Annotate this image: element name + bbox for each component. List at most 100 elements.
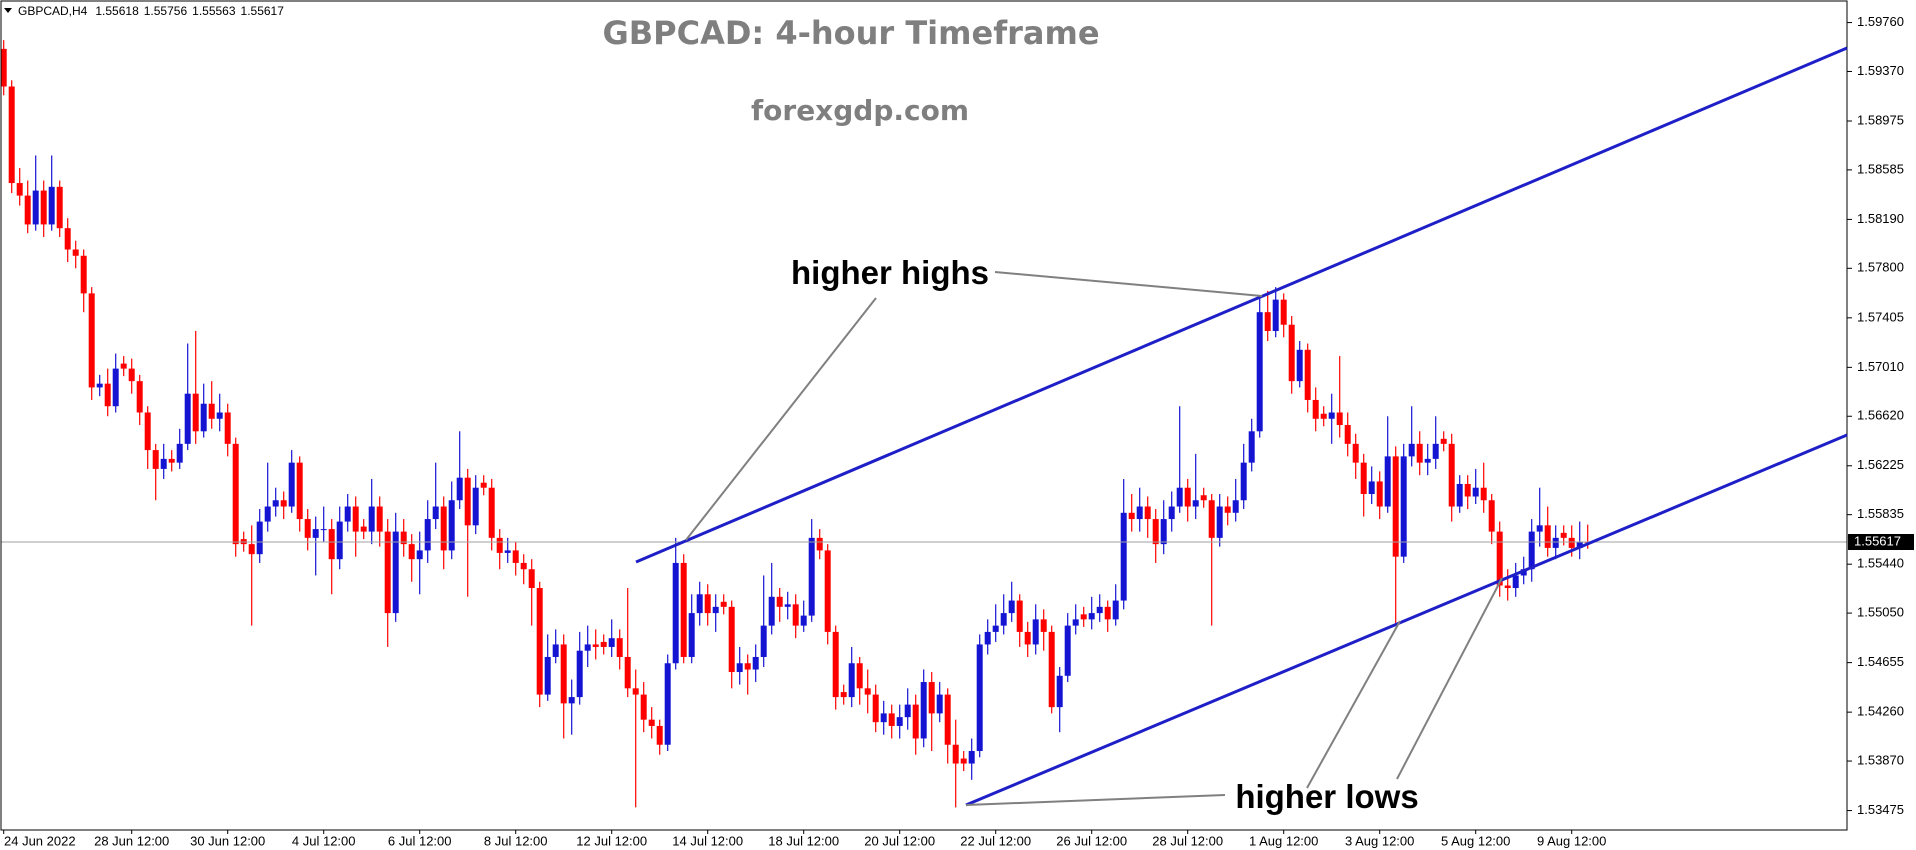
candle-body <box>336 521 343 560</box>
candle-body <box>1192 500 1199 507</box>
candle-body <box>352 506 359 532</box>
low-price: 1.55563 <box>192 4 236 18</box>
candle-body <box>1408 443 1415 457</box>
candle-body <box>1064 625 1071 676</box>
candle-body <box>936 694 943 714</box>
candle-body <box>1488 500 1495 532</box>
candle-body <box>544 656 551 695</box>
candle-body <box>1248 431 1255 463</box>
candle-body <box>1480 487 1487 501</box>
candle-body <box>880 713 887 723</box>
candle-body <box>24 195 31 225</box>
candle-body <box>1264 312 1271 331</box>
candle-body <box>416 550 423 560</box>
candle-body <box>1472 487 1479 497</box>
candle-body <box>912 704 919 739</box>
candle-body <box>344 506 351 522</box>
candle-body <box>1416 443 1423 463</box>
lower-trendline <box>965 433 1848 807</box>
candle-body <box>200 403 207 432</box>
y-tick-label: 1.55050 <box>1857 605 1904 620</box>
pointer-line <box>965 794 1226 806</box>
chart-title: GBPCAD: 4-hour Timeframe <box>602 14 1099 52</box>
candle-body <box>1576 541 1583 548</box>
candle-body <box>808 537 815 616</box>
candle-body <box>440 506 447 551</box>
pointer-line <box>1306 620 1401 789</box>
candle-body <box>800 615 807 626</box>
candle-body <box>1000 613 1007 626</box>
candle-body <box>1072 619 1079 626</box>
candle-body <box>272 500 279 507</box>
candle-body <box>328 529 335 560</box>
price-label: 1.55617 <box>1854 533 1901 548</box>
candle-body <box>1104 606 1111 620</box>
candle-body <box>304 519 311 538</box>
candle-body <box>760 625 767 657</box>
candle-body <box>1448 443 1455 507</box>
candle-body <box>152 450 159 469</box>
candle-body <box>1424 458 1431 463</box>
candle-body <box>8 86 15 184</box>
candle-body <box>224 412 231 444</box>
candle-body <box>976 644 983 752</box>
candle-body <box>928 682 935 714</box>
candle-body <box>1568 537 1575 548</box>
candle-body <box>888 713 895 726</box>
candle-body <box>1272 299 1279 331</box>
close-price: 1.55617 <box>241 4 285 18</box>
candle-body <box>688 613 695 657</box>
candle-body <box>120 363 127 369</box>
y-tick-label: 1.56620 <box>1857 408 1904 423</box>
candle-body <box>1328 412 1335 419</box>
candle-body <box>368 506 375 532</box>
candle-body <box>1120 512 1127 601</box>
candle-body <box>1344 425 1351 444</box>
candle-body <box>1128 512 1135 520</box>
candle-body <box>480 482 487 488</box>
candle-body <box>496 537 503 553</box>
candle-body <box>216 412 223 419</box>
candle-body <box>424 519 431 551</box>
candle-body <box>88 293 95 388</box>
candle-body <box>1320 413 1327 419</box>
candle-body <box>552 644 559 657</box>
candle-body <box>448 500 455 551</box>
candle-body <box>32 190 39 225</box>
candle-body <box>768 596 775 626</box>
candle-body <box>600 641 607 647</box>
candle-body <box>608 638 615 647</box>
candle-body <box>1008 600 1015 614</box>
x-tick-label: 18 Jul 12:00 <box>768 833 839 848</box>
candle-body <box>232 443 239 545</box>
candle-body <box>784 604 791 607</box>
candle-body <box>1512 575 1519 589</box>
candle-body <box>528 569 535 589</box>
plot-frame <box>0 0 1848 831</box>
x-tick-label: 8 Jul 12:00 <box>484 833 548 848</box>
y-tick-label: 1.53870 <box>1857 752 1904 767</box>
menu-arrow[interactable] <box>4 8 12 13</box>
symbol: GBPCAD,H4 <box>18 4 88 18</box>
candle-body <box>728 606 735 673</box>
candle-body <box>288 462 295 507</box>
candle-body <box>1232 500 1239 513</box>
candle-body <box>560 644 567 704</box>
candle-body <box>1048 631 1055 708</box>
candle-body <box>1208 500 1215 538</box>
candle-body <box>1464 483 1471 497</box>
annotation: higher highs <box>791 254 989 291</box>
candle-body <box>672 562 679 664</box>
x-tick-label: 5 Aug 12:00 <box>1441 833 1510 848</box>
candle-body <box>112 368 119 407</box>
y-tick-label: 1.57010 <box>1857 359 1904 374</box>
candle-body <box>576 650 583 698</box>
candle-body <box>920 682 927 739</box>
candle-body <box>1544 525 1551 548</box>
upper-trendline <box>635 46 1848 564</box>
candle-body <box>1392 456 1399 557</box>
candle-body <box>720 601 727 607</box>
candle-body <box>1528 531 1535 570</box>
candle-body <box>1032 619 1039 645</box>
